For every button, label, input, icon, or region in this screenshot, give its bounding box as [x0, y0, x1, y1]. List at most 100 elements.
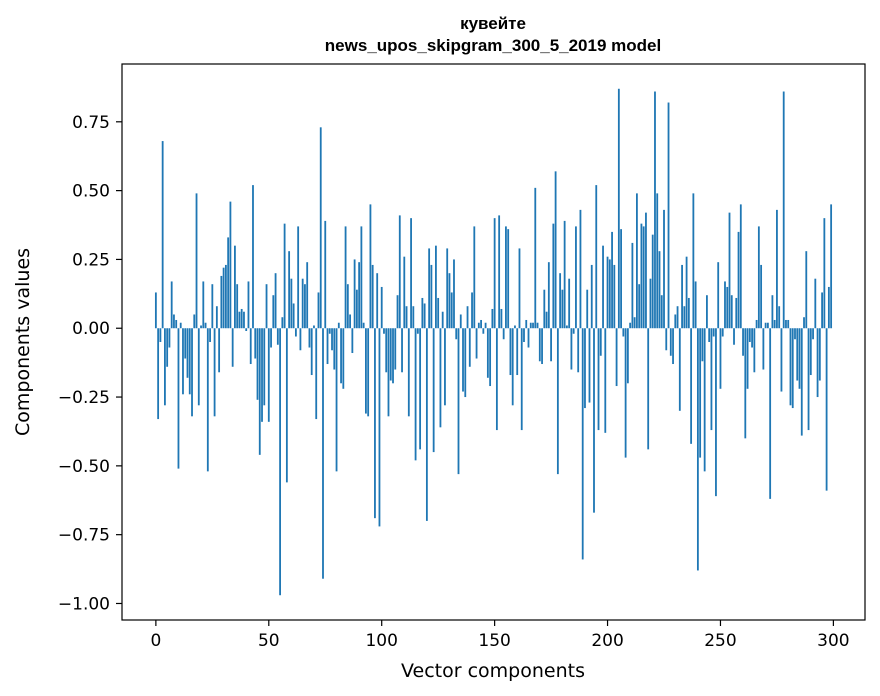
bar — [538, 328, 541, 362]
bar — [175, 319, 178, 329]
y-tick-label: −1.00 — [58, 594, 110, 614]
bar — [502, 328, 505, 340]
bar — [202, 281, 205, 329]
bar — [617, 88, 620, 329]
bar — [631, 242, 634, 329]
bar — [407, 328, 410, 417]
bar — [294, 328, 297, 337]
bar — [340, 328, 342, 384]
bar — [523, 328, 525, 342]
y-tick-label: 0.50 — [72, 182, 110, 202]
bar — [383, 328, 385, 334]
bar — [270, 328, 272, 348]
bar — [355, 289, 358, 329]
bar — [161, 141, 164, 329]
bar — [733, 328, 735, 345]
bar — [337, 322, 340, 329]
bar — [184, 328, 187, 359]
bar — [545, 311, 548, 329]
bar — [498, 215, 501, 329]
bar — [362, 322, 365, 329]
bar — [405, 306, 408, 329]
bar — [807, 328, 810, 431]
bar — [274, 273, 277, 329]
bar — [159, 328, 162, 342]
bar — [267, 328, 270, 422]
bar — [588, 328, 591, 403]
y-tick-label: −0.25 — [58, 388, 110, 408]
bar — [647, 328, 650, 450]
bar — [622, 328, 625, 337]
bar — [534, 187, 537, 329]
bar — [823, 218, 826, 329]
bar — [507, 229, 510, 329]
bar — [471, 292, 473, 329]
bar — [785, 319, 787, 329]
bar — [288, 251, 291, 329]
bar — [559, 273, 562, 329]
bar — [283, 223, 286, 329]
bar — [453, 259, 455, 329]
bar — [805, 251, 808, 329]
bar — [480, 319, 482, 329]
bar — [374, 328, 376, 519]
bar — [766, 322, 769, 329]
x-tick-label: 300 — [817, 631, 849, 651]
bar — [577, 328, 580, 373]
y-tick-label: −0.75 — [58, 526, 110, 546]
bar — [401, 328, 403, 373]
bar — [462, 328, 464, 392]
y-axis-ticks: −1.00 −0.75 −0.50 −0.25 0.00 0.25 0.50 0.75 — [58, 113, 122, 614]
bar — [179, 322, 182, 329]
bar — [403, 256, 406, 329]
bar — [360, 226, 363, 329]
bar — [816, 328, 819, 398]
bar — [760, 264, 763, 329]
bar — [687, 297, 690, 329]
bar — [751, 328, 753, 348]
bar — [726, 286, 729, 329]
bar — [193, 314, 196, 329]
bar — [712, 328, 715, 337]
bar — [556, 328, 559, 475]
bar — [166, 328, 169, 367]
bar — [645, 212, 647, 329]
bar — [757, 226, 760, 329]
bar — [425, 328, 428, 521]
bar — [290, 278, 293, 329]
bar — [739, 204, 742, 329]
bar — [694, 281, 697, 329]
bar — [349, 314, 351, 329]
bar — [748, 328, 751, 342]
bar — [717, 262, 720, 329]
bar — [322, 328, 324, 579]
bar — [170, 281, 173, 329]
chart-subtitle: news_upos_skipgram_300_5_2019 model — [325, 36, 661, 55]
bar — [699, 328, 702, 458]
x-tick-label: 50 — [258, 631, 280, 651]
bar — [331, 328, 333, 351]
bar — [297, 226, 300, 329]
bar — [299, 328, 302, 351]
bar — [261, 328, 263, 422]
bar — [782, 91, 785, 329]
bar — [389, 328, 392, 381]
bar — [468, 328, 471, 367]
bar — [419, 328, 422, 450]
bar — [206, 328, 209, 472]
bar — [685, 256, 688, 329]
bar — [563, 220, 566, 329]
bar — [477, 322, 480, 329]
bar — [157, 328, 160, 420]
bar — [213, 328, 216, 417]
bar — [191, 328, 193, 417]
bar — [773, 319, 776, 329]
bar — [746, 328, 749, 389]
bar — [665, 328, 668, 351]
bar — [708, 328, 711, 342]
bar — [240, 308, 243, 329]
bar — [437, 297, 440, 329]
bar — [518, 248, 521, 329]
bar — [525, 319, 528, 329]
